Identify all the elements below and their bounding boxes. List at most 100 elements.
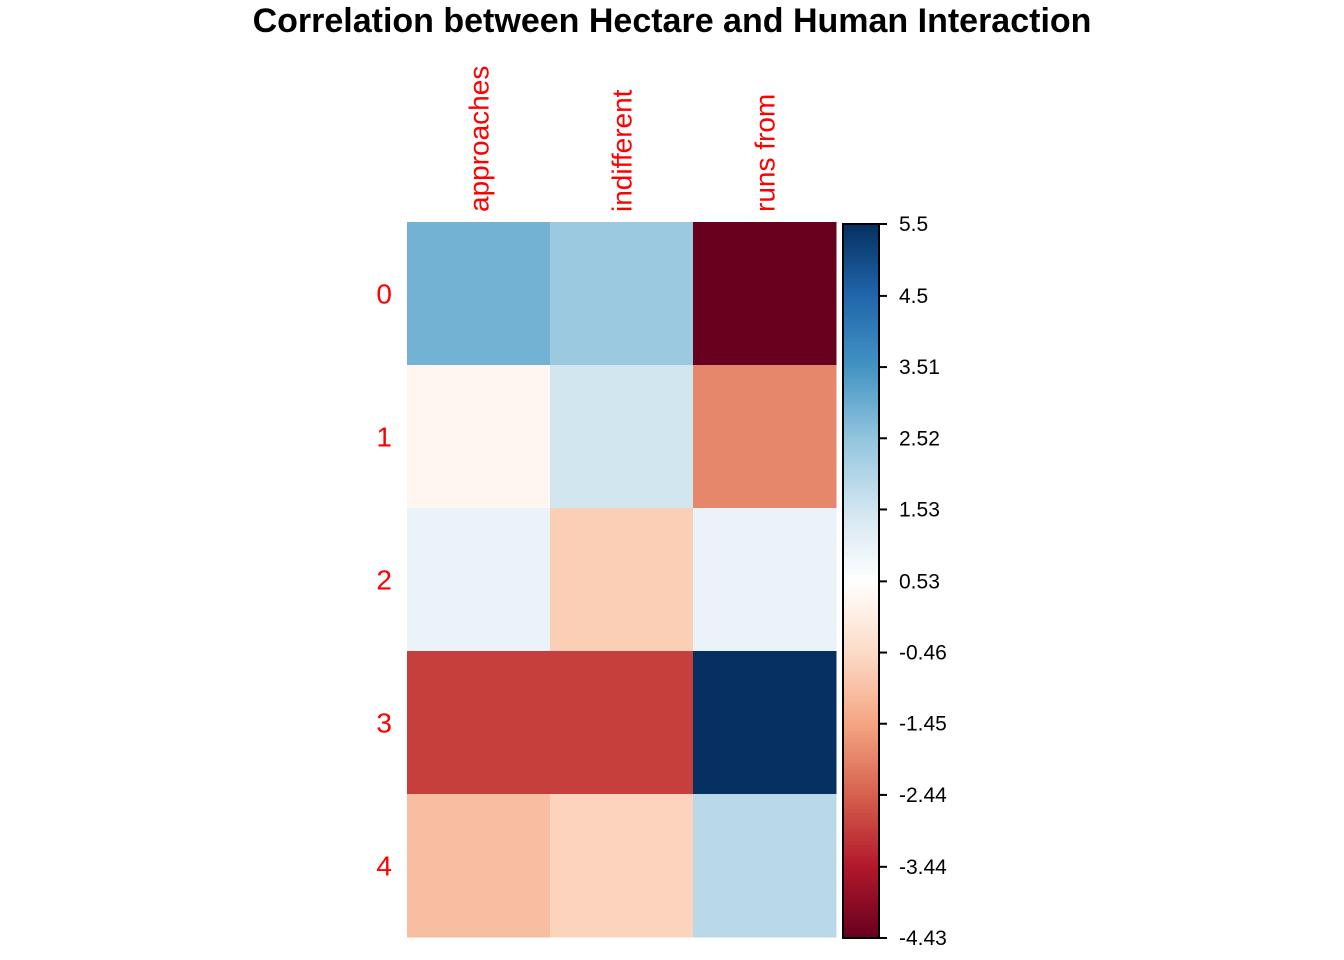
colorbar-segment	[843, 470, 879, 475]
colorbar-segment	[843, 645, 879, 650]
colorbar-segment	[843, 263, 879, 268]
colorbar-segment	[843, 905, 879, 911]
colorbar-segment	[843, 930, 879, 936]
colorbar-segment	[843, 891, 879, 896]
colorbar-segment	[843, 841, 879, 846]
colorbar-segment	[843, 448, 879, 454]
colorbar-segment	[843, 506, 879, 511]
colorbar-segment	[843, 323, 879, 329]
colorbar-segment	[843, 798, 879, 803]
colorbar-segment	[843, 438, 879, 443]
colorbar-segment	[843, 909, 879, 914]
colorbar-segment	[843, 320, 879, 325]
colorbar-segment	[843, 248, 879, 254]
colorbar-segment	[843, 738, 879, 743]
colorbar-segment	[843, 581, 879, 586]
colorbar-tick-label: 0.53	[899, 570, 940, 593]
colorbar-segment	[843, 338, 879, 343]
colorbar-tick-label: -4.43	[899, 927, 947, 950]
colorbar-segment	[843, 877, 879, 882]
colorbar-segment	[843, 670, 879, 675]
colorbar-segment	[843, 388, 879, 393]
heatmap-cell	[550, 365, 694, 509]
colorbar-segment	[843, 720, 879, 725]
row-label: 3	[376, 708, 392, 739]
colorbar-segment	[843, 859, 879, 864]
colorbar-segment	[843, 413, 879, 418]
colorbar-segment	[843, 588, 879, 593]
colorbar-segment	[843, 698, 879, 703]
colorbar-segment	[843, 780, 879, 786]
heatmap-cell	[550, 794, 694, 938]
colorbar-segment	[843, 913, 879, 918]
colorbar-segment	[843, 795, 879, 800]
colorbar-segment	[843, 845, 879, 850]
colorbar-segment	[843, 491, 879, 496]
colorbar-segment	[843, 677, 879, 682]
colorbar-segment	[843, 748, 879, 753]
colorbar-segment	[843, 545, 879, 550]
heatmap-cell	[407, 651, 551, 795]
colorbar-segment	[843, 402, 879, 407]
colorbar-segment	[843, 595, 879, 600]
colorbar-segment	[843, 266, 879, 272]
colorbar-segment	[843, 730, 879, 736]
colorbar-segment	[843, 770, 879, 775]
colorbar-segment	[843, 852, 879, 857]
colorbar-segment	[843, 863, 879, 868]
column-label: runs from	[750, 94, 781, 212]
colorbar-segment	[843, 373, 879, 379]
colorbar-segment	[843, 902, 879, 907]
colorbar-segment	[843, 573, 879, 579]
colorbar-segment	[843, 788, 879, 793]
colorbar-segment	[843, 345, 879, 350]
heatmap-cell	[693, 508, 837, 652]
colorbar-segment	[843, 666, 879, 671]
column-label: indifferent	[607, 89, 638, 212]
colorbar-segment	[843, 416, 879, 421]
heatmap-cell	[693, 651, 837, 795]
colorbar-segment	[843, 659, 879, 664]
colorbar-segment	[843, 916, 879, 921]
colorbar-segment	[843, 538, 879, 543]
colorbar-segment	[843, 370, 879, 375]
colorbar-segment	[843, 356, 879, 361]
colorbar-segment	[843, 605, 879, 611]
colorbar-segment	[843, 552, 879, 557]
colorbar-segment	[843, 498, 879, 504]
colorbar-segment	[843, 620, 879, 625]
colorbar-segment	[843, 352, 879, 357]
colorbar-segment	[843, 591, 879, 596]
colorbar-segment	[843, 627, 879, 632]
colorbar-segment	[843, 634, 879, 639]
colorbar-segment	[843, 763, 879, 768]
colorbar-segment	[843, 691, 879, 696]
colorbar-segment	[843, 823, 879, 828]
colorbar-segment	[843, 805, 879, 811]
colorbar-segment	[843, 227, 879, 232]
colorbar-segment	[843, 427, 879, 432]
colorbar-segment	[843, 848, 879, 853]
colorbar-segment	[843, 784, 879, 789]
colorbar-segment	[843, 695, 879, 700]
colorbar-segment	[843, 648, 879, 653]
colorbar-segment	[843, 523, 879, 529]
colorbar-segment	[843, 791, 879, 796]
colorbar-segment	[843, 252, 879, 257]
heatmap-cells	[407, 222, 837, 938]
colorbar-segment	[843, 359, 879, 364]
colorbar-segment	[843, 680, 879, 686]
colorbar-segment	[843, 398, 879, 404]
colorbar-segment	[843, 641, 879, 646]
colorbar-tick-label: -0.46	[899, 642, 947, 665]
column-label: approaches	[464, 66, 495, 212]
colorbar-segment	[843, 377, 879, 382]
colorbar-segment	[843, 309, 879, 314]
colorbar-segment	[843, 927, 879, 932]
colorbar-segment	[843, 566, 879, 571]
colorbar-segment	[843, 281, 879, 286]
colorbar-segment	[843, 295, 879, 300]
colorbar-segment	[843, 495, 879, 500]
colorbar-segment	[843, 556, 879, 561]
